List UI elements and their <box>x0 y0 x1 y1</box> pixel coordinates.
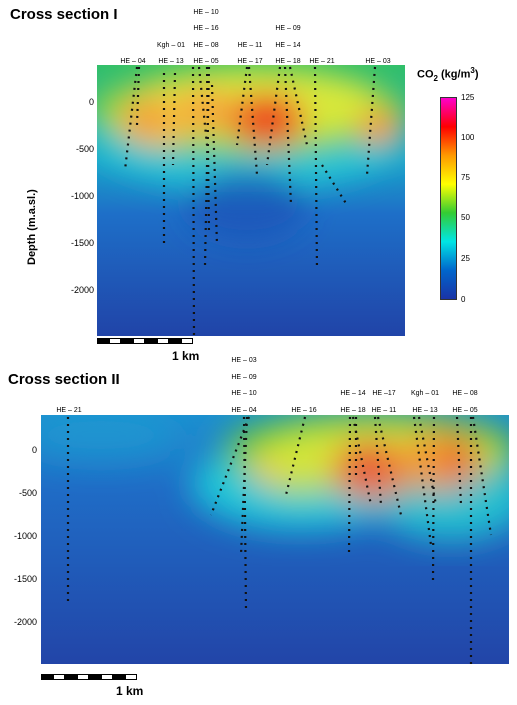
well-label: HE – 05 <box>193 58 219 65</box>
well-label: HE – 08 <box>193 42 219 49</box>
scale-label: 1 km <box>172 349 200 363</box>
y-axis-label: Depth (m.a.sl.) <box>26 189 38 265</box>
well-label: HE – 11 <box>237 42 263 49</box>
y-tick: -1000 <box>13 531 37 541</box>
well-label: HE – 04 <box>120 58 146 65</box>
well-label: HE – 10 <box>231 390 257 397</box>
colorbar-title: CO2 (kg/m3) <box>417 66 478 83</box>
well-label: HE – 09 <box>231 374 257 381</box>
well-label: Kgh – 01 <box>156 42 186 49</box>
scale-label: 1 km <box>116 684 144 698</box>
y-tick: -2000 <box>13 617 37 627</box>
scale-bar <box>41 674 137 680</box>
well-label: HE – 18 <box>340 407 366 414</box>
y-tick: -1500 <box>13 574 37 584</box>
y-tick: 0 <box>88 97 94 107</box>
y-tick: -1500 <box>70 238 94 248</box>
y-tick: 0 <box>31 445 37 455</box>
well-label: HE – 17 <box>237 58 263 65</box>
well-label: HE – 10 <box>193 9 219 16</box>
well-label: HE – 13 <box>412 407 438 414</box>
well-label: HE – 14 <box>275 42 301 49</box>
well-label: HE – 04 <box>231 407 257 414</box>
well-label: HE – 13 <box>158 58 184 65</box>
colorbar-tick: 0 <box>461 295 466 304</box>
well-label: HE – 21 <box>309 58 335 65</box>
colorbar-tick: 25 <box>461 254 470 263</box>
well-label: HE – 21 <box>56 407 82 414</box>
y-tick: -2000 <box>70 285 94 295</box>
well-label: HE – 03 <box>365 58 391 65</box>
y-tick: -500 <box>75 144 94 154</box>
well-label: HE – 11 <box>371 407 397 414</box>
well-label: HE – 08 <box>452 390 478 397</box>
well-label: HE – 05 <box>452 407 478 414</box>
colorbar-title-sup: 3 <box>470 66 475 75</box>
section1-well-traces <box>123 66 377 336</box>
well-label: HE – 18 <box>275 58 301 65</box>
colorbar-tick: 100 <box>461 133 475 142</box>
well-label: HE – 14 <box>340 390 366 397</box>
section2-co2-heatmap <box>41 415 509 664</box>
colorbar-tick: 125 <box>461 93 475 102</box>
well-label: HE – 09 <box>275 25 301 32</box>
colorbar-title-prefix: CO <box>417 68 434 81</box>
colorbar-tick: 50 <box>461 213 470 222</box>
well-label: HE – 16 <box>193 25 219 32</box>
well-label: HE – 03 <box>231 357 257 364</box>
well-label: Kgh – 01 <box>410 390 440 397</box>
y-tick: -1000 <box>70 191 94 201</box>
colorbar-title-close: ) <box>474 68 479 81</box>
scale-bar <box>97 338 193 344</box>
section1-title: Cross section I <box>10 6 118 23</box>
y-tick: -500 <box>18 488 37 498</box>
well-label: HE – 16 <box>291 407 317 414</box>
colorbar-tick: 75 <box>461 173 470 182</box>
section2-title: Cross section II <box>8 371 120 388</box>
section2-well-traces <box>66 416 493 664</box>
colorbar <box>440 97 457 300</box>
well-label: HE –17 <box>372 390 396 397</box>
colorbar-title-sub: 2 <box>433 73 438 83</box>
colorbar-title-units: (kg/m <box>437 68 471 81</box>
